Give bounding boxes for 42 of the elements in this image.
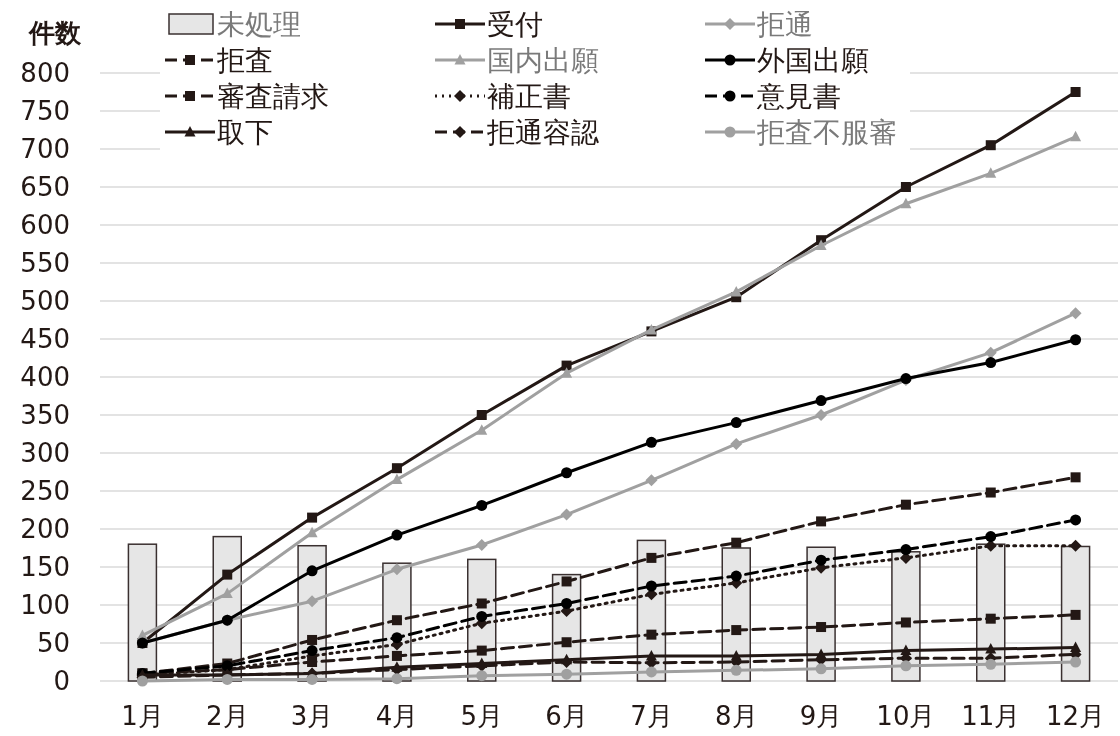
y-tick-label: 300 bbox=[20, 438, 70, 468]
y-tick-label: 200 bbox=[20, 514, 70, 544]
x-tick-label: 12月 bbox=[1046, 701, 1106, 731]
y-tick-label: 700 bbox=[20, 134, 70, 164]
y-tick-label: 500 bbox=[20, 286, 70, 316]
legend-label: 国内出願 bbox=[487, 44, 599, 77]
legend-label: 拒通 bbox=[756, 8, 813, 41]
x-tick-label: 1月 bbox=[121, 701, 164, 731]
legend-label: 意見書 bbox=[756, 80, 841, 113]
legend-label: 取下 bbox=[217, 116, 273, 149]
legend-label: 拒査 bbox=[216, 44, 273, 77]
y-tick-label: 50 bbox=[36, 628, 70, 658]
legend-label: 補正書 bbox=[487, 80, 571, 113]
y-axis-title: 件数 bbox=[28, 18, 82, 48]
y-tick-label: 0 bbox=[53, 666, 70, 696]
y-tick-label: 750 bbox=[20, 96, 70, 126]
y-tick-label: 650 bbox=[20, 172, 70, 202]
x-tick-label: 10月 bbox=[876, 701, 936, 731]
y-tick-label: 100 bbox=[20, 590, 70, 620]
y-tick-label: 450 bbox=[20, 324, 70, 354]
y-tick-label: 350 bbox=[20, 400, 70, 430]
y-tick-label: 150 bbox=[20, 552, 70, 582]
y-tick-label: 550 bbox=[20, 248, 70, 278]
x-tick-label: 5月 bbox=[460, 701, 504, 731]
y-tick-label: 600 bbox=[20, 210, 70, 240]
x-tick-label: 7月 bbox=[630, 701, 673, 731]
legend-label: 拒査不服審 bbox=[756, 116, 897, 149]
legend-label: 審査請求 bbox=[217, 80, 329, 113]
legend-label: 拒通容認 bbox=[486, 116, 599, 149]
legend-label: 未処理 bbox=[217, 8, 301, 41]
x-tick-label: 8月 bbox=[714, 701, 758, 731]
x-tick-label: 11月 bbox=[961, 701, 1021, 731]
x-tick-label: 3月 bbox=[290, 701, 334, 731]
y-tick-label: 250 bbox=[20, 476, 70, 506]
y-tick-label: 800 bbox=[20, 58, 70, 88]
x-tick-label: 2月 bbox=[205, 701, 249, 731]
x-tick-label: 9月 bbox=[799, 701, 843, 731]
legend-label: 受付 bbox=[487, 8, 543, 41]
x-tick-label: 6月 bbox=[545, 701, 588, 731]
legend-label: 外国出願 bbox=[757, 44, 869, 77]
y-tick-label: 400 bbox=[20, 362, 70, 392]
x-tick-label: 4月 bbox=[375, 701, 419, 731]
